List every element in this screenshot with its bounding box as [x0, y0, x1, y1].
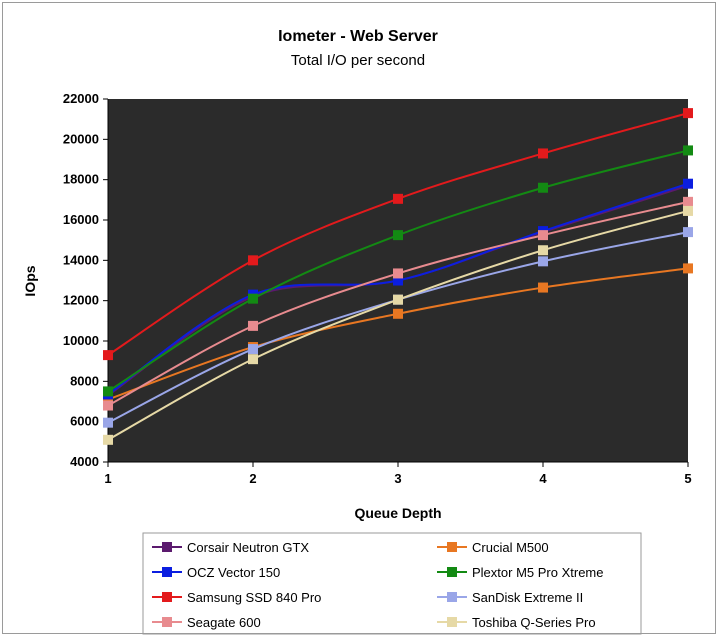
legend-swatch-marker [447, 542, 457, 552]
data-point [538, 148, 548, 159]
legend-item: Toshiba Q-Series Pro [437, 615, 596, 630]
x-tick-label: 2 [249, 471, 256, 486]
y-tick-label: 6000 [70, 414, 99, 429]
legend-label: OCZ Vector 150 [187, 565, 280, 580]
x-tick-label: 5 [684, 471, 691, 486]
data-point [248, 320, 258, 331]
data-point [248, 344, 258, 355]
data-point [393, 275, 403, 286]
y-tick-label: 22000 [63, 91, 99, 106]
data-point [538, 256, 548, 267]
legend-swatch-marker [162, 592, 172, 602]
legend-item: Corsair Neutron GTX [152, 540, 309, 555]
series-7 [103, 205, 693, 445]
data-point [103, 434, 113, 445]
legend-label: Toshiba Q-Series Pro [472, 615, 596, 630]
data-point [683, 263, 693, 274]
data-point [683, 205, 693, 216]
y-tick-label: 8000 [70, 373, 99, 388]
data-point [103, 394, 113, 405]
x-axis-label: Queue Depth [354, 505, 441, 521]
y-axis-label: IOps [22, 265, 38, 296]
data-point [393, 308, 403, 319]
legend-box [142, 532, 642, 635]
data-point [683, 227, 693, 238]
series-4 [103, 108, 693, 361]
legend-swatch-marker [447, 592, 457, 602]
chart-title: Iometer - Web Server [278, 28, 438, 45]
x-tick-label: 4 [539, 471, 547, 486]
axes: 4000 6000 8000 10000 12000 14000 16000 18000 200… [63, 91, 692, 486]
legend-item: Samsung SSD 840 Pro [152, 590, 321, 605]
data-point [683, 178, 693, 189]
legend-item: Crucial M500 [437, 540, 549, 555]
series-6 [103, 196, 693, 411]
legend-item: Seagate 600 [152, 615, 261, 630]
legend-item: OCZ Vector 150 [152, 565, 280, 580]
legend-label: Seagate 600 [187, 615, 261, 630]
data-point [103, 400, 113, 411]
y-tick-label: 10000 [63, 333, 99, 348]
data-point [393, 193, 403, 204]
data-point [683, 108, 693, 119]
data-point [103, 350, 113, 361]
x-tick-label: 1 [104, 471, 111, 486]
series-3 [103, 145, 693, 397]
legend-swatch-marker [447, 567, 457, 577]
legend-swatch-marker [162, 617, 172, 627]
data-point [393, 294, 403, 305]
legend-label: SanDisk Extreme II [472, 590, 583, 605]
data-point [248, 354, 258, 365]
data-point [393, 230, 403, 241]
y-tick-label: 4000 [70, 454, 99, 469]
legend-swatch-marker [447, 617, 457, 627]
y-tick-label: 12000 [63, 293, 99, 308]
y-tick-label: 16000 [63, 212, 99, 227]
legend-label: Plextor M5 Pro Xtreme [472, 565, 604, 580]
legend-item: SanDisk Extreme II [437, 590, 583, 605]
y-tick-label: 20000 [63, 131, 99, 146]
legend-label: Corsair Neutron GTX [187, 540, 309, 555]
data-point [683, 145, 693, 156]
series-layer [103, 108, 693, 445]
data-point [103, 417, 113, 428]
legend-label: Crucial M500 [472, 540, 549, 555]
chart-subtitle: Total I/O per second [291, 52, 425, 69]
legend-item: Plextor M5 Pro Xtreme [437, 565, 604, 580]
data-point [248, 255, 258, 266]
data-point [683, 196, 693, 207]
legend: Corsair Neutron GTX Crucial M500 OCZ Vecto… [152, 540, 604, 630]
data-point [538, 230, 548, 241]
legend-swatch-marker [162, 567, 172, 577]
data-point [248, 293, 258, 304]
data-point [103, 386, 113, 397]
y-tick-label: 18000 [63, 172, 99, 187]
data-point [538, 182, 548, 193]
x-tick-label: 3 [394, 471, 401, 486]
data-point [538, 245, 548, 256]
legend-swatch-marker [162, 542, 172, 552]
data-point [538, 282, 548, 293]
legend-label: Samsung SSD 840 Pro [187, 590, 321, 605]
data-point [393, 268, 403, 279]
y-tick-label: 14000 [63, 252, 99, 267]
